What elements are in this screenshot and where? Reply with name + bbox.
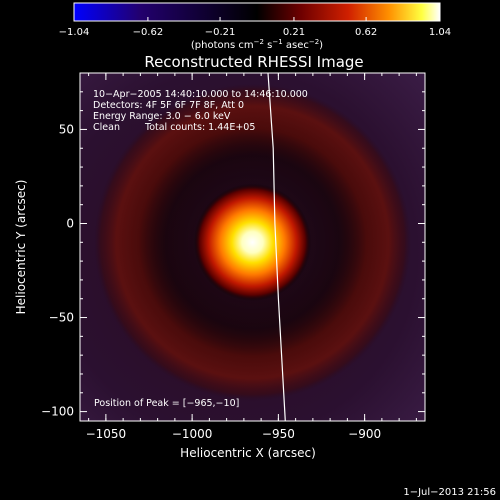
x-tick-label: −1000 (172, 427, 213, 441)
y-tick-label: −50 (49, 311, 74, 325)
x-tick-label: −1050 (86, 427, 127, 441)
heatmap-image (80, 73, 425, 421)
y-tick-label: 0 (66, 216, 74, 230)
colorbar-tick-label: 1.04 (429, 27, 451, 38)
x-tick-labels: −1050 −1000 −950 −900 (86, 427, 382, 441)
colorbar-tick-labels: −1.04 −0.62 −0.21 0.21 0.62 1.04 (59, 27, 451, 38)
y-tick-labels: 50 0 −50 −100 (41, 122, 74, 418)
peak-source (193, 183, 312, 301)
chart-title: Reconstructed RHESSI Image (144, 53, 363, 71)
x-tick-label: −900 (348, 427, 381, 441)
annotation-time-range: 10−Apr−2005 14:40:10.000 to 14:46:10.000 (93, 89, 308, 100)
colorbar-tick-label: 0.21 (283, 27, 305, 38)
y-tick-label: 50 (59, 122, 74, 136)
colorbar (73, 2, 441, 22)
plot-frame (79, 72, 426, 422)
x-tick-label: −950 (262, 427, 295, 441)
colorbar-tick-label: −0.21 (205, 27, 236, 38)
annotation-detectors: Detectors: 4F 5F 6F 7F 8F, Att 0 (93, 100, 244, 111)
annotation-total-counts: Total counts: 1.44E+05 (144, 122, 255, 133)
annotation-clean: Clean (93, 122, 120, 133)
annotation-peak-position: Position of Peak = [−965,−10] (94, 398, 239, 409)
colorbar-tick-label: 0.62 (355, 27, 377, 38)
colorbar-tick-label: −0.62 (133, 27, 164, 38)
annotation-energy: Energy Range: 3.0 − 6.0 keV (93, 111, 231, 122)
colorbar-unit-label: (photons cm−2 s−1 asec−2) (191, 38, 323, 51)
x-axis-label: Heliocentric X (arcsec) (180, 446, 316, 460)
colorbar-tick-label: −1.04 (59, 27, 90, 38)
colorbar-ticks (73, 17, 441, 21)
y-tick-label: −100 (41, 405, 74, 419)
axis-ticks (80, 72, 425, 421)
footer-date: 1−Jul−2013 21:56 (403, 487, 496, 498)
solar-limb (267, 73, 286, 421)
y-axis-label: Heliocentric Y (arcsec) (14, 180, 28, 315)
